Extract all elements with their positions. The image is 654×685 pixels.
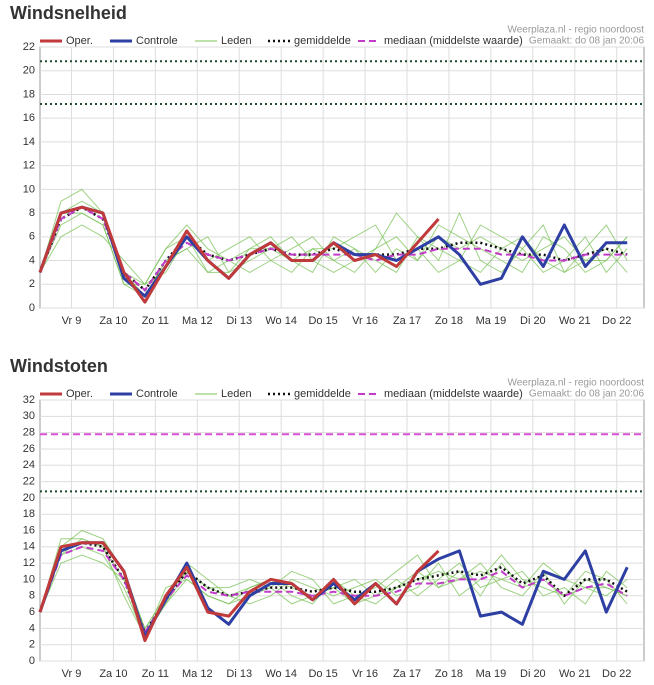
x-tick-label: Di 20 (520, 315, 546, 327)
x-tick-label: Di 20 (520, 668, 546, 680)
y-tick-label: 2 (29, 639, 35, 651)
x-tick-label: Za 17 (393, 668, 421, 680)
chart-title: Windsnelheid (10, 3, 127, 23)
plot-area (39, 46, 645, 309)
x-tick-label: Ma 12 (182, 315, 213, 327)
x-tick-label: Do 15 (308, 315, 337, 327)
x-tick-label: Za 10 (99, 668, 127, 680)
series-line (38, 205, 440, 304)
y-tick-label: 14 (23, 541, 35, 553)
x-tick-label: Vr 16 (352, 315, 378, 327)
source: Weerplaza.nl - regio noordoost (507, 378, 644, 389)
legend-label: Controle (136, 388, 178, 400)
legend-label: Leden (221, 388, 252, 400)
x-tick-label: Di 13 (226, 668, 252, 680)
legend-label: Controle (136, 35, 178, 47)
x-tick-label: Vr 16 (352, 668, 378, 680)
y-tick-label: 18 (23, 88, 35, 100)
created: Gemaakt: do 08 jan 20:06 (529, 36, 645, 47)
y-tick-label: 24 (23, 459, 35, 471)
x-tick-label: Zo 18 (435, 668, 463, 680)
y-tick-label: 14 (23, 136, 35, 148)
y-tick-label: 2 (29, 278, 35, 290)
x-tick-label: Do 22 (602, 668, 631, 680)
y-tick-label: 6 (29, 231, 35, 243)
x-tick-label: Ma 19 (476, 668, 507, 680)
y-tick-label: 20 (23, 65, 35, 77)
member-line (39, 538, 628, 638)
legend-label: Oper. (66, 388, 93, 400)
x-tick-label: Ma 12 (182, 668, 213, 680)
member-line (39, 188, 628, 297)
x-tick-label: Do 22 (602, 315, 631, 327)
y-tick-label: 4 (29, 622, 35, 634)
x-tick-label: Zo 18 (435, 315, 463, 327)
legend-label: gemiddelde (294, 388, 351, 400)
y-tick-label: 32 (23, 394, 35, 406)
x-tick-label: Za 17 (393, 315, 421, 327)
legend-label: mediaan (middelste waarde) (384, 35, 523, 47)
y-tick-label: 12 (23, 557, 35, 569)
x-tick-label: Wo 14 (265, 668, 297, 680)
x-tick-label: Do 15 (308, 668, 337, 680)
y-tick-label: 10 (23, 573, 35, 585)
x-tick-label: Wo 21 (559, 315, 591, 327)
y-tick-label: 0 (29, 302, 35, 314)
y-tick-label: 18 (23, 508, 35, 520)
y-tick-label: 20 (23, 492, 35, 504)
y-tick-label: 4 (29, 254, 35, 266)
y-tick-label: 16 (23, 524, 35, 536)
legend-label: gemiddelde (294, 35, 351, 47)
x-tick-label: Wo 14 (265, 315, 297, 327)
series-line (38, 541, 440, 643)
x-tick-label: Vr 9 (62, 315, 82, 327)
y-tick-label: 28 (23, 427, 35, 439)
y-tick-label: 12 (23, 160, 35, 172)
y-tick-label: 22 (23, 41, 35, 53)
source: Weerplaza.nl - regio noordoost (507, 25, 644, 36)
x-tick-label: Zo 11 (142, 668, 169, 680)
y-tick-label: 8 (29, 207, 35, 219)
y-tick-label: 6 (29, 606, 35, 618)
legend-label: Oper. (66, 35, 93, 47)
y-tick-label: 26 (23, 443, 35, 455)
y-tick-label: 30 (23, 410, 35, 422)
y-tick-label: 0 (29, 655, 35, 667)
x-tick-label: Zo 11 (142, 315, 169, 327)
legend-label: Leden (221, 35, 252, 47)
x-tick-label: Di 13 (226, 315, 252, 327)
series-line (39, 206, 628, 292)
y-tick-label: 10 (23, 183, 35, 195)
legend-label: mediaan (middelste waarde) (384, 388, 523, 400)
y-tick-label: 16 (23, 112, 35, 124)
chart-title: Windstoten (10, 356, 108, 376)
y-tick-label: 8 (29, 590, 35, 602)
y-tick-label: 22 (23, 475, 35, 487)
x-tick-label: Ma 19 (476, 315, 507, 327)
x-tick-label: Za 10 (99, 315, 127, 327)
x-tick-label: Vr 9 (62, 668, 82, 680)
x-tick-label: Wo 21 (559, 668, 591, 680)
created: Gemaakt: do 08 jan 20:06 (529, 389, 645, 400)
